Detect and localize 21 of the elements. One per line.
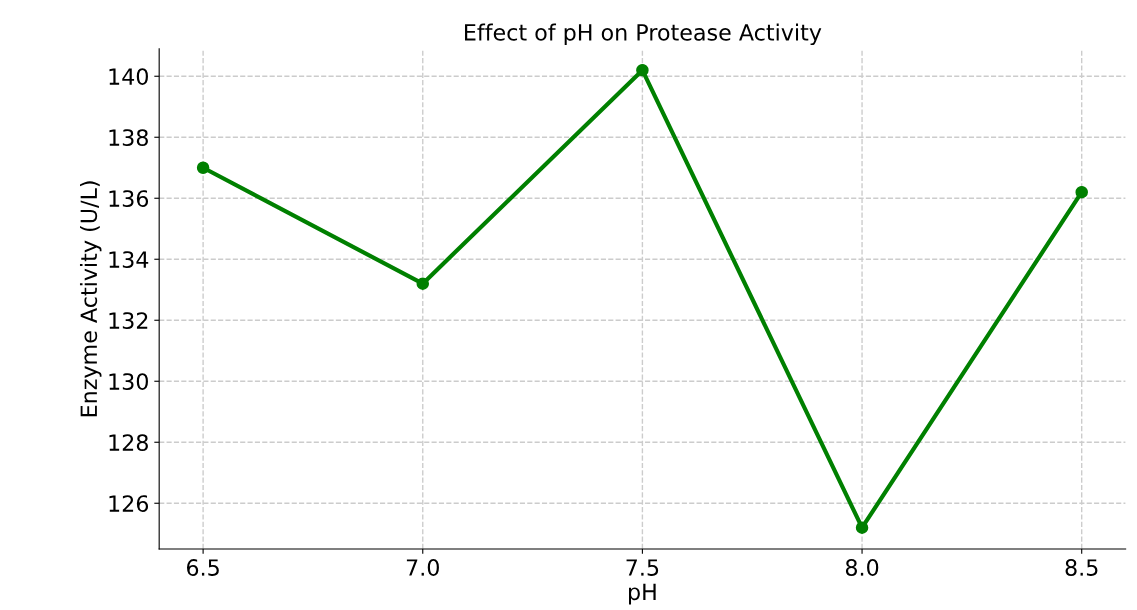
x-tick-label: 7.5 — [626, 559, 659, 576]
y-tick-label: 128 — [109, 434, 148, 452]
point — [1075, 185, 1088, 199]
y-tick-label: 136 — [109, 190, 149, 208]
point — [196, 161, 210, 175]
point — [636, 63, 649, 77]
y-axis-title: Enzyme Activity (U/L) — [79, 181, 102, 417]
y-tick-label: 134 — [109, 251, 149, 269]
y-tick-label: 126 — [109, 495, 149, 513]
y-tick-label: 130 — [109, 373, 148, 391]
x-tick-label: 7.0 — [406, 559, 439, 576]
x-tick-label: 8.0 — [845, 559, 879, 576]
x-axis-title: pH — [629, 583, 656, 605]
chart-title: Effect of pH on Protease Activity — [465, 23, 822, 46]
point — [855, 521, 869, 534]
y-tick-label: 132 — [109, 312, 148, 330]
point — [416, 277, 430, 290]
x-tick-label: 6.5 — [186, 559, 219, 576]
x-tick-label: 8.5 — [1065, 559, 1098, 576]
y-tick-label: 140 — [109, 68, 148, 86]
y-tick-label: 138 — [109, 129, 148, 147]
